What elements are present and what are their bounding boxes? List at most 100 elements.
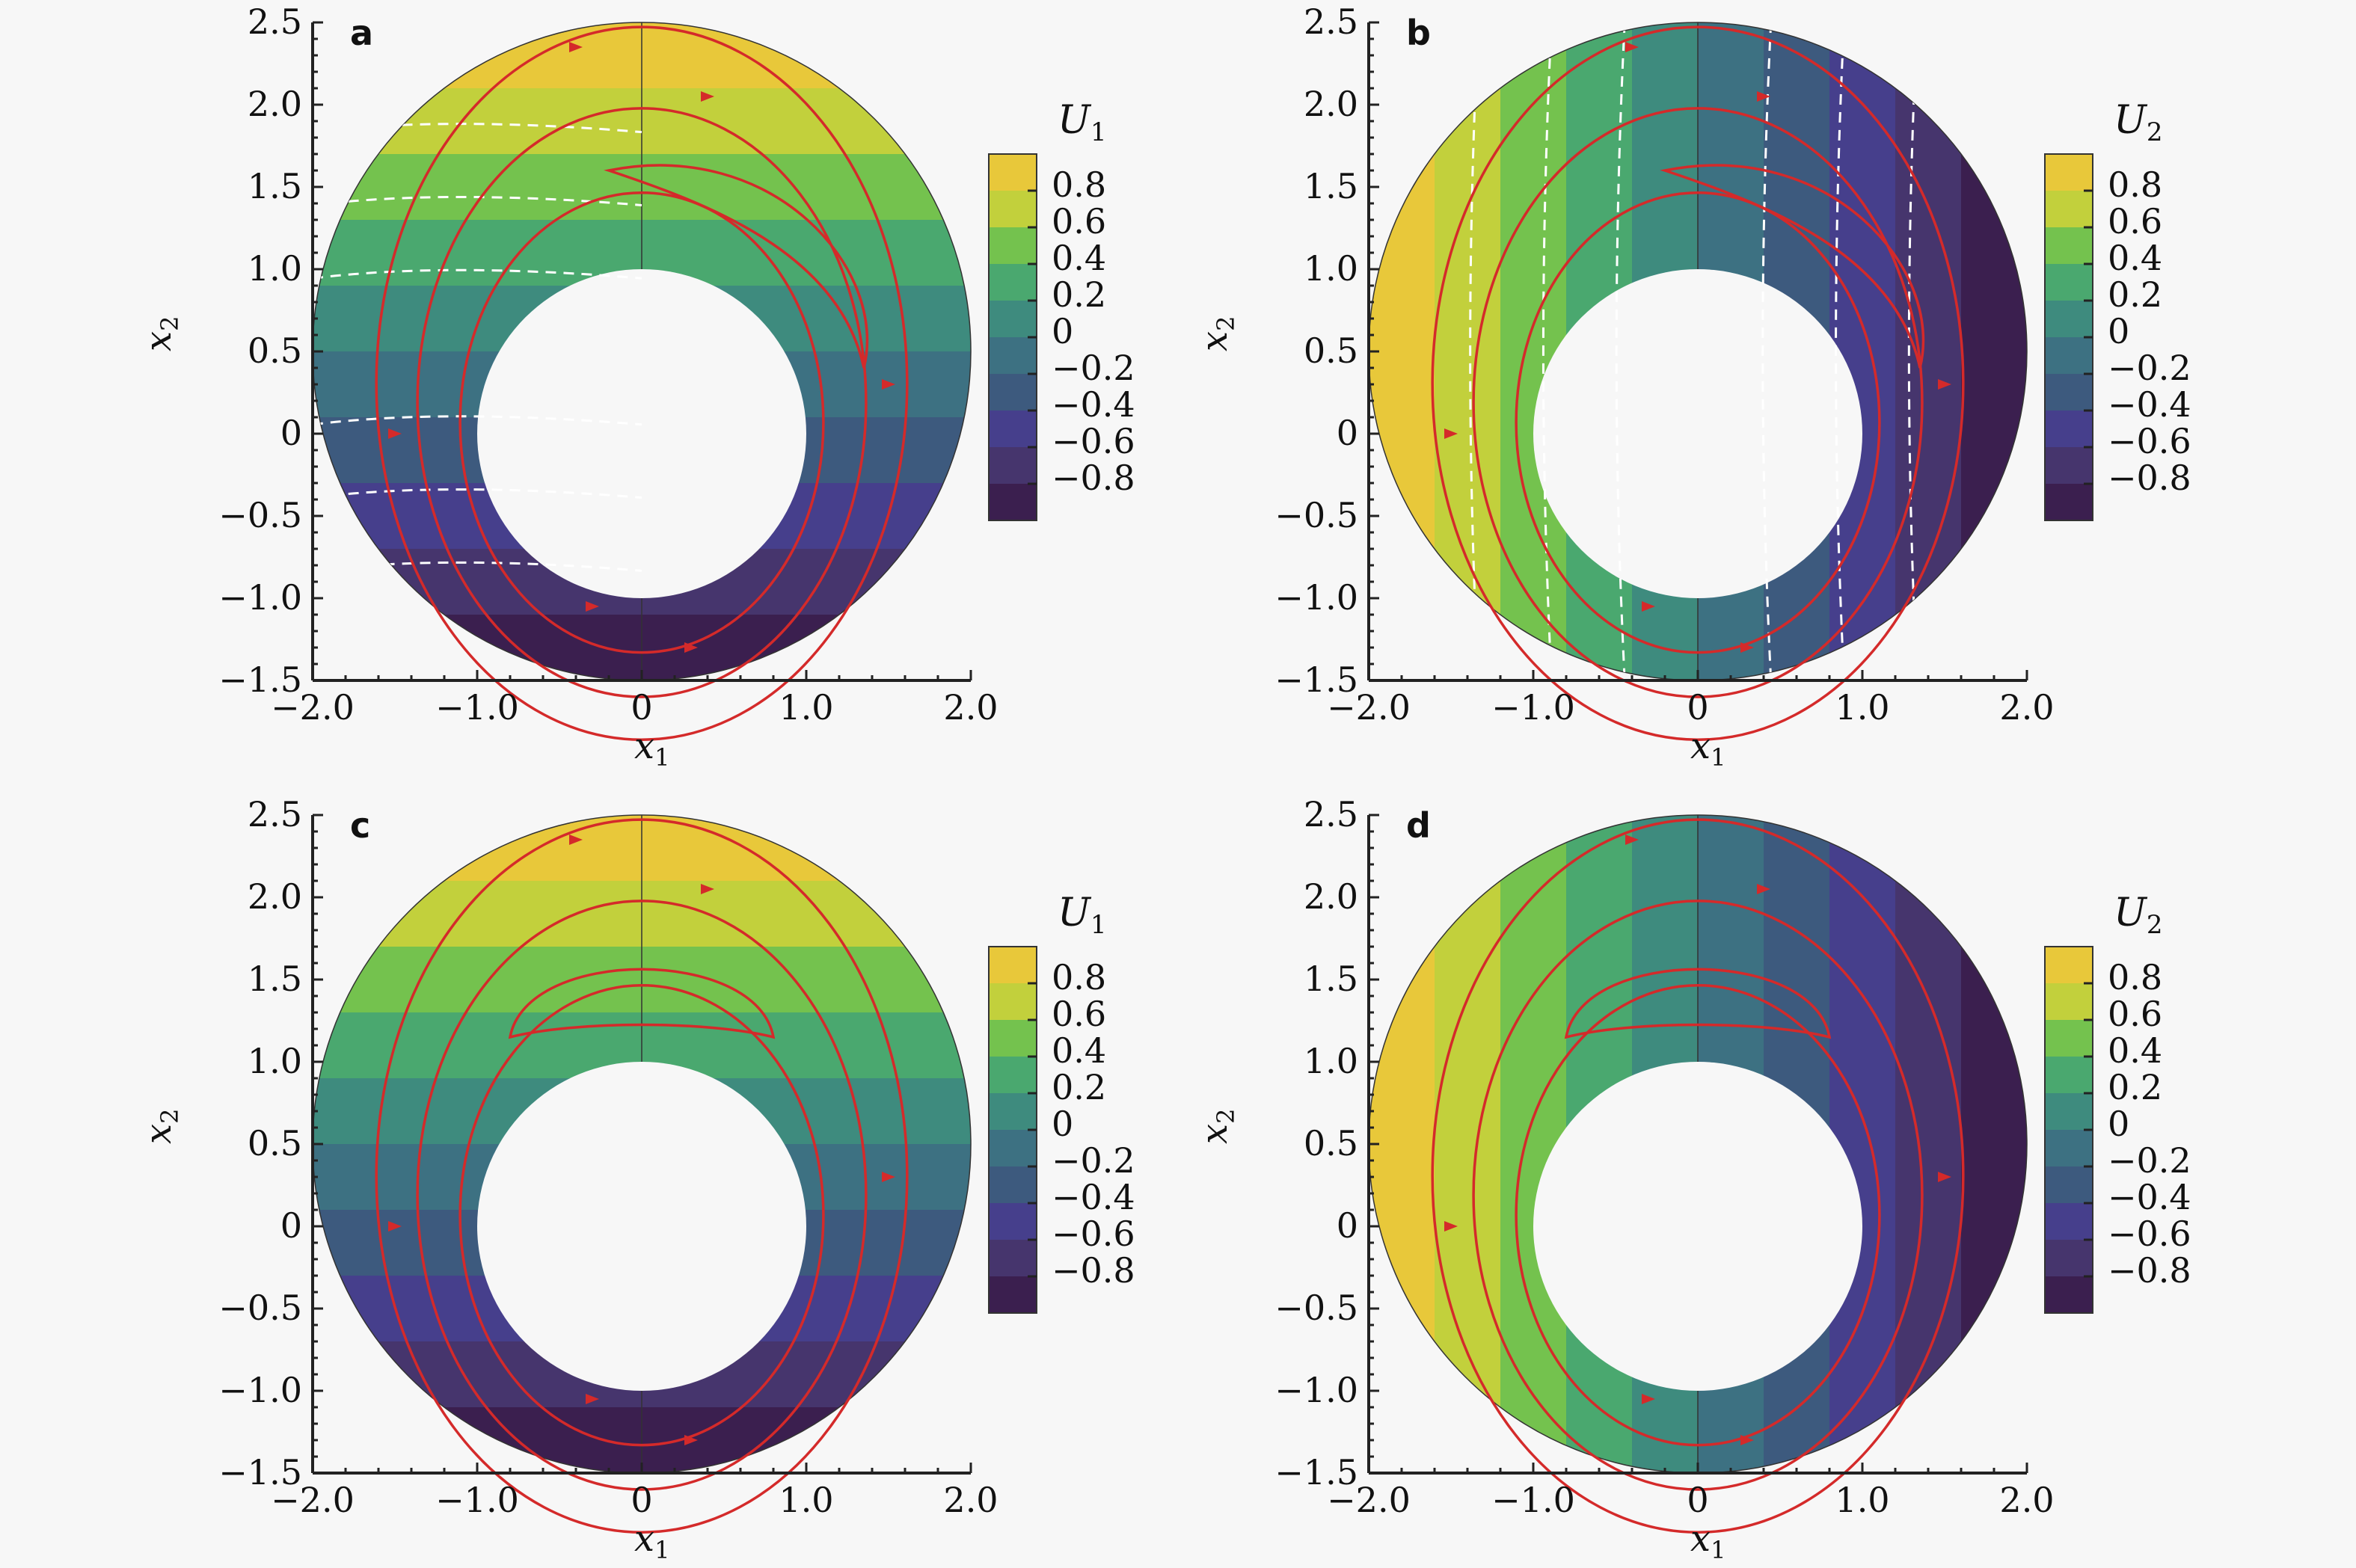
x-tick-label: −1.0 (435, 687, 519, 728)
x-axis-label: x1 (1690, 1518, 1725, 1564)
colorbar-swatch (2045, 484, 2093, 521)
colorbar-label: −0.4 (2108, 384, 2191, 425)
colorbar-label: 0.4 (1052, 1030, 1106, 1071)
streamline-arrow (684, 1435, 698, 1445)
colorbar-swatch (989, 1057, 1037, 1094)
y-tick-label: −0.5 (1274, 495, 1358, 535)
colorbar-swatch (989, 983, 1037, 1021)
dashed-contour-line (1761, 22, 1773, 680)
colorbar-swatch (989, 484, 1037, 521)
panel-letter: b (1406, 13, 1431, 53)
streamline (1515, 983, 1881, 1447)
colorbar-swatch (989, 227, 1037, 265)
colorbar-label: 0.8 (2108, 165, 2162, 205)
colorbar-label: 0 (2108, 1104, 2129, 1144)
streamline-arrow (388, 428, 402, 439)
x-tick-label: −1.0 (435, 1480, 519, 1520)
dashed-contour-line (1907, 22, 1918, 680)
colorbar-swatch (2045, 374, 2093, 411)
dashed-contour-line (313, 488, 642, 499)
y-tick-label: 2.5 (1304, 1, 1358, 42)
y-tick-label: 1.0 (248, 248, 302, 289)
colorbar-swatch (2045, 983, 2093, 1021)
colorbar: 0.80.60.40.20−0.2−0.4−0.6−0.8 U1 (988, 891, 1135, 1314)
colorbar: 0.80.60.40.20−0.2−0.4−0.6−0.8 U2 (2044, 891, 2191, 1314)
dashed-contours (1469, 22, 1918, 680)
streamline-recirculation (508, 968, 776, 1039)
y-tick-label: 2.0 (248, 84, 302, 124)
colorbar-label: −0.6 (1052, 1214, 1135, 1254)
x-tick-label: 1.0 (1835, 687, 1889, 728)
colorbar-label: 0.2 (2108, 1067, 2162, 1107)
y-tick-label: 2.5 (1304, 794, 1358, 834)
colorbar-label: 0.6 (1052, 201, 1106, 242)
x-tick-label: −2.0 (1327, 1480, 1411, 1520)
colorbar-label: 0.6 (2108, 201, 2162, 242)
colorbar-swatch (989, 1276, 1037, 1314)
dashed-contour-line (313, 268, 642, 280)
x-tick-label: −2.0 (271, 687, 355, 728)
colorbar-label: 0.4 (1052, 238, 1106, 278)
colorbar-swatch (989, 1093, 1037, 1131)
x-tick-label: −1.0 (1491, 1480, 1575, 1520)
colorbar-label: 0 (1052, 311, 1073, 351)
colorbar-swatch (2045, 154, 2093, 191)
streamline (1472, 900, 1924, 1491)
streamline-arrow (1757, 884, 1770, 894)
colorbar-label: 0 (1052, 1104, 1073, 1144)
colorbar-title: U1 (1058, 98, 1106, 147)
colorbar-label: 0.4 (2108, 1030, 2162, 1071)
y-tick-label: −1.5 (218, 1452, 302, 1492)
colorbar-swatch (2045, 264, 2093, 301)
x-tick-label: 2.0 (1999, 1480, 2054, 1520)
x-tick-label: 0 (1687, 1480, 1708, 1520)
dashed-contour-line (1835, 22, 1846, 680)
inner-cylinder (1533, 1062, 1862, 1391)
colorbar-label: −0.8 (1052, 458, 1135, 498)
streamline (1431, 25, 1965, 741)
colorbar-swatch (989, 301, 1037, 338)
y-tick-label: 2.5 (248, 794, 302, 834)
streamline-arrow (701, 884, 714, 894)
y-axis-label: x2 (138, 316, 184, 351)
y-tick-label: 1.0 (1304, 1041, 1358, 1081)
colorbar-swatch (989, 337, 1037, 375)
panel-c: 2.5 2.0 1.5 1.0 0.5 0 −0.5 −1.0 −1.5−2.0 −1.0 0 1.0… (138, 794, 1135, 1564)
colorbar-label: −0.4 (1052, 1177, 1135, 1217)
streamline-arrow (1740, 642, 1754, 653)
streamline-arrow (1938, 379, 1951, 390)
streamline-arrow (882, 379, 895, 390)
colorbar-label: 0.2 (1052, 1067, 1106, 1107)
y-tick-label: 2.0 (248, 876, 302, 917)
y-tick-label: −0.5 (218, 495, 302, 535)
streamlines (1431, 25, 1965, 741)
colorbar-label: −0.8 (1052, 1250, 1135, 1291)
colorbar-label: −0.8 (2108, 1250, 2191, 1291)
y-tick-label: 2.0 (1304, 84, 1358, 124)
panel-letter: d (1406, 805, 1431, 846)
colorbar-label: −0.2 (2108, 1140, 2191, 1181)
y-tick-label: 1.5 (1304, 959, 1358, 999)
y-tick-label: −1.0 (1274, 577, 1358, 618)
y-tick-label: 1.5 (248, 166, 302, 206)
colorbar-label: 0.2 (2108, 274, 2162, 315)
streamline-arrow (1444, 428, 1458, 439)
streamlines (1431, 818, 1965, 1534)
colorbar-swatch (989, 411, 1037, 448)
colorbar-swatch (989, 154, 1037, 191)
colorbar-swatch (2045, 411, 2093, 448)
y-tick-label: 2.0 (1304, 876, 1358, 917)
streamline-arrow (586, 601, 599, 612)
colorbar-swatch (2045, 447, 2093, 485)
streamline-arrow (1444, 1221, 1458, 1232)
x-tick-label: 2.0 (943, 1480, 998, 1520)
x-axis-label: x1 (1690, 725, 1725, 772)
x-tick-label: 1.0 (779, 687, 833, 728)
colorbar-label: −0.6 (1052, 421, 1135, 461)
x-tick-label: −2.0 (1327, 687, 1411, 728)
colorbar-swatch (2045, 1093, 2093, 1131)
colorbar: 0.80.60.40.20−0.2−0.4−0.6−0.8 U2 (2044, 98, 2191, 521)
y-tick-label: 0 (1337, 1205, 1358, 1246)
colorbar-swatch (989, 264, 1037, 301)
colorbar-swatch (989, 447, 1037, 485)
